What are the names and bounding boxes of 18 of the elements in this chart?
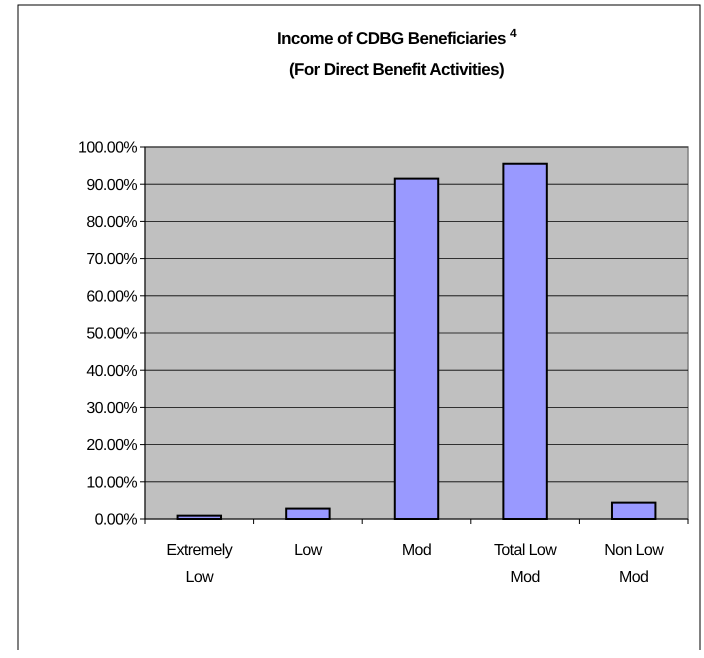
y-tick-label: 70.00% [86,251,138,268]
x-tick-label: Mod [402,542,432,559]
y-tick-label: 60.00% [86,288,138,306]
y-tick-label: 40.00% [86,362,138,380]
x-tick-label: Non Low Mod [604,542,664,586]
y-tick-label: 80.00% [86,214,138,231]
y-tick-label: 100.00% [78,140,138,157]
chart-subtitle: (For Direct Benefit Activities) [288,60,504,79]
y-tick-label: 0.00% [94,512,138,529]
x-tick-label: Low [294,542,323,559]
x-tick-label: Extremely Low [166,542,233,586]
x-tick-label: Total Low Mod [494,542,558,586]
chart-title: Income of CDBG Beneficiaries $^{4}$ [277,26,517,48]
y-tick-label: 30.00% [86,400,138,417]
y-tick-label: 50.00% [86,326,138,343]
y-tick-label: 10.00% [86,474,138,492]
y-tick-label: 90.00% [86,176,138,194]
y-tick-label: 20.00% [86,437,138,454]
